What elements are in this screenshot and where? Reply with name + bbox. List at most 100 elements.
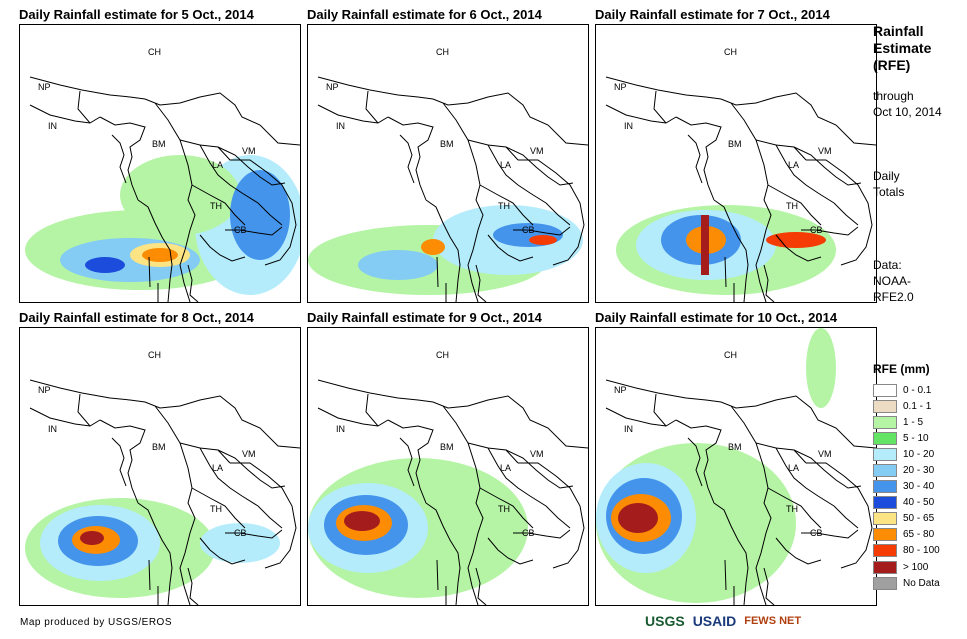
label-cb: CB <box>234 528 247 538</box>
label-in: IN <box>336 424 345 434</box>
sidebar-title: Rainfall Estimate (RFE) <box>873 23 931 74</box>
label-la: LA <box>500 160 512 170</box>
legend-row: 20 - 30 <box>873 462 940 478</box>
label-bm: BM <box>728 442 742 452</box>
legend-swatch <box>873 415 897 429</box>
map-panel-oct8: Daily Rainfall estimate for 8 Oct., 2014… <box>19 308 301 606</box>
label-np: NP <box>326 82 339 92</box>
label-th: TH <box>786 504 798 514</box>
panel-title: Daily Rainfall estimate for 8 Oct., 2014 <box>19 310 254 325</box>
label-th: TH <box>210 201 222 211</box>
label-la: LA <box>212 463 224 473</box>
panel-title: Daily Rainfall estimate for 7 Oct., 2014 <box>595 7 830 22</box>
label-ch: CH <box>148 47 161 57</box>
legend-label: 1 - 5 <box>903 416 924 428</box>
legend-row: 0 - 0.1 <box>873 382 940 398</box>
legend-swatch <box>873 399 897 413</box>
label-ch: CH <box>436 350 449 360</box>
label-np: NP <box>614 385 627 395</box>
map-panel-oct6: Daily Rainfall estimate for 6 Oct., 2014… <box>307 5 589 303</box>
map-panel-oct5: Daily Rainfall estimate for 5 Oct., 2014… <box>19 5 301 303</box>
usaid-logo: USAID <box>692 613 737 629</box>
panel-title: Daily Rainfall estimate for 9 Oct., 2014 <box>307 310 542 325</box>
label-vm: VM <box>818 449 832 459</box>
label-cb: CB <box>522 528 535 538</box>
label-bm: BM <box>728 139 742 149</box>
title-line1: Rainfall <box>873 23 924 39</box>
rainfall-map: CH NP IN BM LA VM TH CB <box>595 327 877 606</box>
label-vm: VM <box>242 146 256 156</box>
daily-totals: Daily Totals <box>873 169 905 199</box>
label-th: TH <box>786 201 798 211</box>
legend-label: 0.1 - 1 <box>903 400 932 412</box>
label-cb: CB <box>522 225 535 235</box>
label-cb: CB <box>234 225 247 235</box>
rfe-legend: RFE (mm) 0 - 0.1 0.1 - 1 1 - 5 5 - 10 10 - 2… <box>873 362 940 591</box>
map-panel-oct9: Daily Rainfall estimate for 9 Oct., 2014… <box>307 308 589 606</box>
legend-label: 30 - 40 <box>903 481 935 493</box>
label-th: TH <box>498 504 510 514</box>
label-np: NP <box>38 385 51 395</box>
legend-label: No Data <box>903 577 940 589</box>
legend-row: 30 - 40 <box>873 479 940 495</box>
rainfall-map: CH NP IN BM LA VM TH CB <box>19 24 301 303</box>
legend-swatch <box>873 431 897 445</box>
legend-swatch <box>873 496 897 510</box>
legend-swatch <box>873 528 897 542</box>
label-np: NP <box>614 82 627 92</box>
label-in: IN <box>624 424 633 434</box>
fews-net-logo: FEWS NET <box>744 615 802 627</box>
usgs-logo: USGS <box>645 613 685 629</box>
label-ch: CH <box>436 47 449 57</box>
legend-label: > 100 <box>903 561 929 573</box>
panel-title: Daily Rainfall estimate for 5 Oct., 2014 <box>19 7 254 22</box>
panel-title: Daily Rainfall estimate for 6 Oct., 2014 <box>307 7 542 22</box>
legend-swatch <box>873 544 897 558</box>
title-line2: Estimate <box>873 40 932 56</box>
data-source: Data: NOAA- RFE2.0 <box>873 258 914 304</box>
legend-label: 80 - 100 <box>903 545 940 557</box>
legend-row: 0.1 - 1 <box>873 398 940 414</box>
legend-row: 50 - 65 <box>873 511 940 527</box>
label-vm: VM <box>818 146 832 156</box>
legend-swatch <box>873 383 897 397</box>
legend-label: 65 - 80 <box>903 529 935 541</box>
label-cb: CB <box>810 225 823 235</box>
label-th: TH <box>498 201 510 211</box>
legend-row: > 100 <box>873 559 940 575</box>
legend-swatch <box>873 447 897 461</box>
legend-row: 80 - 100 <box>873 543 940 559</box>
label-in: IN <box>48 424 57 434</box>
legend-row: 10 - 20 <box>873 446 940 462</box>
label-ch: CH <box>724 47 737 57</box>
legend-label: 50 - 65 <box>903 513 935 525</box>
label-in: IN <box>624 121 633 131</box>
label-in: IN <box>48 121 57 131</box>
label-bm: BM <box>440 442 454 452</box>
label-bm: BM <box>440 139 454 149</box>
legend-row: 40 - 50 <box>873 495 940 511</box>
through-date: through Oct 10, 2014 <box>873 89 942 119</box>
legend-title: RFE (mm) <box>873 362 930 376</box>
label-ch: CH <box>724 350 737 360</box>
title-line3: (RFE) <box>873 57 911 73</box>
legend-label: 40 - 50 <box>903 497 935 509</box>
label-la: LA <box>788 463 800 473</box>
legend-swatch <box>873 560 897 574</box>
label-bm: BM <box>152 139 166 149</box>
legend-row: No Data <box>873 575 940 591</box>
legend-row: 5 - 10 <box>873 430 940 446</box>
map-credit: Map produced by USGS/EROS <box>20 617 173 628</box>
panel-title: Daily Rainfall estimate for 10 Oct., 201… <box>595 310 838 325</box>
label-la: LA <box>500 463 512 473</box>
legend-row: 1 - 5 <box>873 414 940 430</box>
rainfall-map: CH NP IN BM LA VM TH CB <box>19 327 301 606</box>
map-panel-oct10: Daily Rainfall estimate for 10 Oct., 201… <box>595 308 877 606</box>
legend-swatch <box>873 480 897 494</box>
legend-label: 0 - 0.1 <box>903 384 932 396</box>
label-vm: VM <box>242 449 256 459</box>
rainfall-map: CH NP IN BM LA VM TH CB <box>307 24 589 303</box>
label-vm: VM <box>530 146 544 156</box>
label-vm: VM <box>530 449 544 459</box>
legend-label: 10 - 20 <box>903 448 935 460</box>
